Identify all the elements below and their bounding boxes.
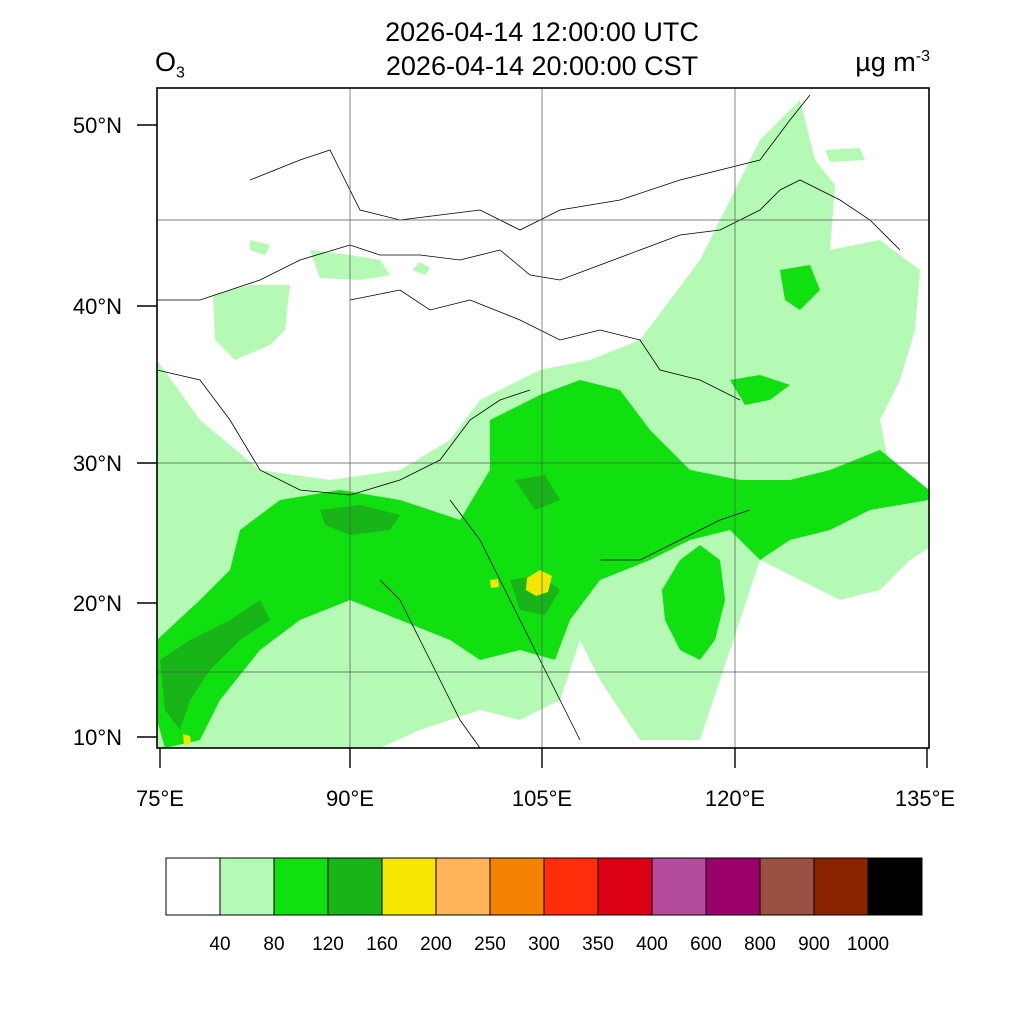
map-title-utc: 2026-04-14 12:00:00 UTC	[385, 17, 699, 47]
lon-label-120e: 120°E	[705, 786, 765, 811]
colorbar-swatch	[435, 857, 491, 916]
map-title-cst: 2026-04-14 20:00:00 CST	[385, 51, 699, 81]
colorbar-label: 350	[582, 934, 614, 955]
colorbar-label: 200	[420, 934, 452, 955]
ozone-band-80-120	[157, 265, 929, 748]
lat-label-10n: 10°N	[73, 725, 122, 750]
colorbar-swatch	[165, 857, 221, 916]
lat-label-30n: 30°N	[73, 451, 122, 476]
colorbar-swatch	[543, 857, 599, 916]
colorbar-swatch	[489, 857, 545, 916]
graticule	[157, 88, 929, 748]
colorbar-swatch	[759, 857, 815, 916]
colorbar-swatch	[813, 857, 869, 916]
lon-label-105e: 105°E	[512, 786, 572, 811]
colorbar-label: 1000	[847, 934, 889, 955]
lon-label-75e: 75°E	[136, 786, 184, 811]
ozone-band-160-200	[183, 570, 552, 745]
colorbar-swatch	[705, 857, 761, 916]
axis-ticks	[137, 124, 928, 768]
colorbar-swatch	[867, 857, 923, 916]
lat-label-40n: 40°N	[73, 294, 122, 319]
units-label: µg m-3	[855, 47, 930, 77]
colorbar-labels: 40 80 120 160 200 250 300 350 400 600 800 900 1000	[209, 934, 889, 955]
colorbar-swatch	[597, 857, 653, 916]
latitude-labels: 50°N 40°N 30°N 20°N 10°N	[73, 113, 122, 750]
lat-label-50n: 50°N	[73, 113, 122, 138]
colorbar-label: 600	[690, 934, 722, 955]
colorbar-swatch	[219, 857, 275, 916]
longitude-labels: 75°E 90°E 105°E 120°E 135°E	[136, 786, 955, 811]
colorbar-label: 160	[366, 934, 398, 955]
lon-label-135e: 135°E	[895, 786, 955, 811]
colorbar-swatch	[327, 857, 383, 916]
colorbar-label: 400	[636, 934, 668, 955]
lat-label-20n: 20°N	[73, 591, 122, 616]
colorbar-label: 800	[744, 934, 776, 955]
colorbar-swatch	[381, 857, 437, 916]
colorbar	[165, 857, 923, 916]
map-frame	[156, 87, 930, 749]
variable-label: O3	[155, 47, 185, 82]
colorbar-swatch	[651, 857, 707, 916]
colorbar-label: 80	[263, 934, 284, 955]
colorbar-label: 250	[474, 934, 506, 955]
colorbar-swatch	[273, 857, 329, 916]
colorbar-label: 300	[528, 934, 560, 955]
colorbar-label: 40	[209, 934, 230, 955]
lon-label-90e: 90°E	[326, 786, 374, 811]
colorbar-label: 120	[312, 934, 344, 955]
colorbar-label: 900	[798, 934, 830, 955]
